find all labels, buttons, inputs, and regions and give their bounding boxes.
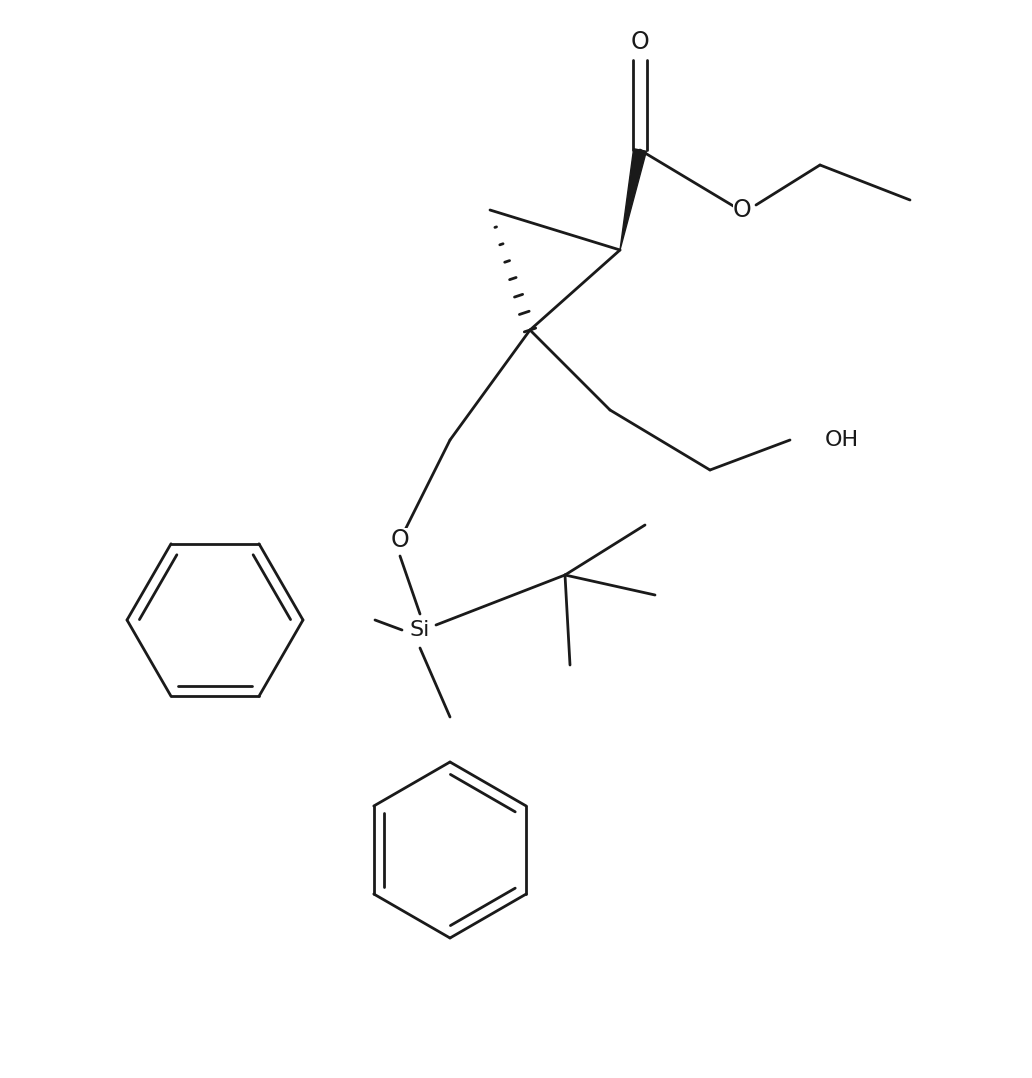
Text: OH: OH bbox=[825, 430, 859, 450]
Text: Si: Si bbox=[410, 620, 430, 640]
Text: O: O bbox=[733, 198, 751, 222]
Polygon shape bbox=[620, 149, 646, 250]
Text: O: O bbox=[391, 528, 410, 552]
Text: O: O bbox=[631, 30, 649, 54]
